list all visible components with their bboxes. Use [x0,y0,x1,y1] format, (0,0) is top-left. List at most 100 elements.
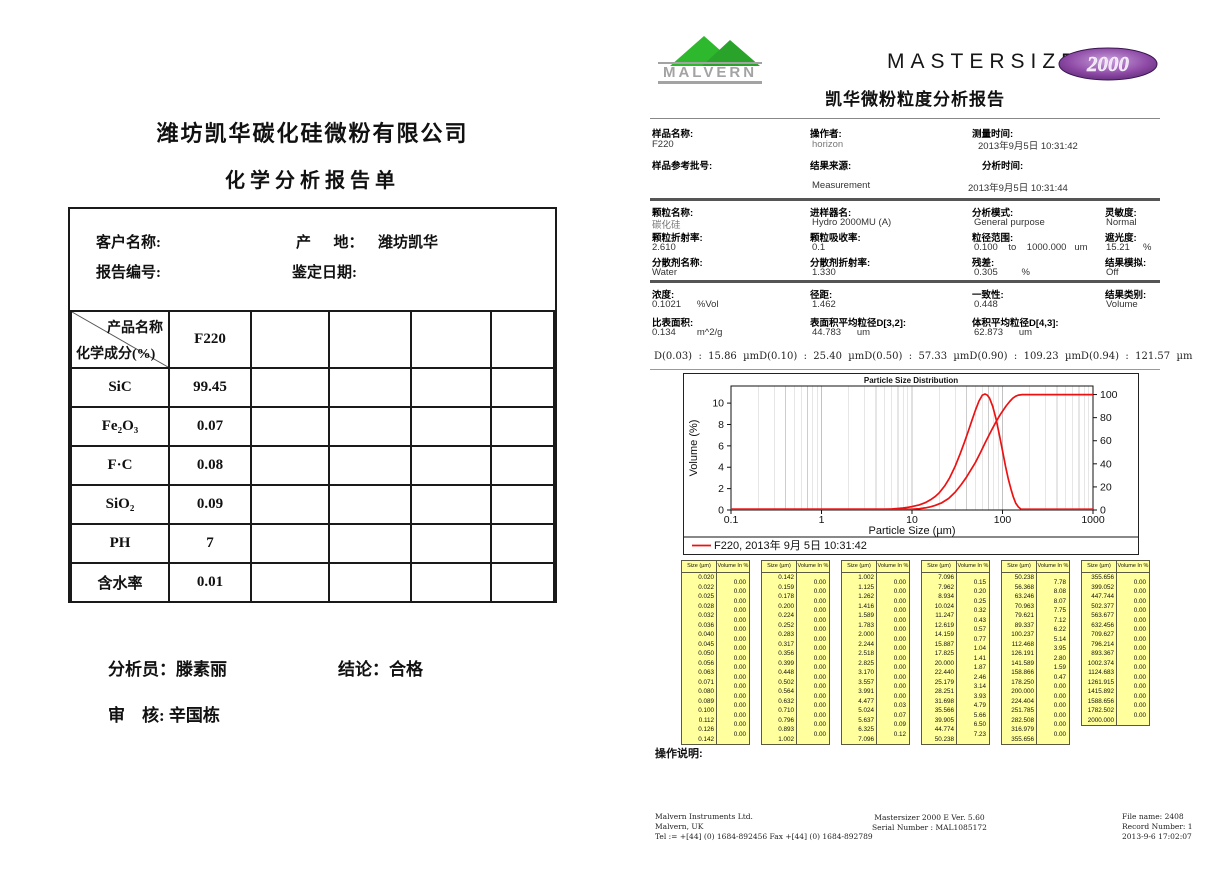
empty-cell [250,484,330,525]
size-cell: 0.252 [778,621,794,629]
footer-instrument: Mastersizer 2000 E Ver. 5.60 Serial Numbe… [872,813,987,833]
svg-text:6: 6 [718,440,724,452]
size-cell: 5.637 [858,716,874,724]
volume-cell: 0.00 [1133,673,1146,681]
absorption-label: 颗粒吸收率: [810,233,861,244]
volume-cell: 0.00 [733,578,746,586]
empty-cell [410,562,492,603]
volume-cell: 0.09 [893,721,906,729]
volume-cell: 0.00 [733,616,746,624]
size-column: 7.096 7.962 8.934 10.024 11.247 12.619 14.159 1… [922,573,957,744]
size-cell: 178.250 [1011,678,1034,686]
size-cell: 5.024 [858,707,874,714]
volume-column: 0.00 0.00 0.00 0.00 0.00 0.00 0.00 0.00 0.00 0.00… [717,573,749,744]
d32-label: 表面积平均粒径D[3,2]: [810,318,907,329]
volume-cell: 0.00 [733,692,746,700]
component-value-cell: 99.45 [168,367,252,408]
size-cell: 1.125 [858,583,874,591]
obscuration-value: 15.21 % [1106,242,1152,253]
volume-cell: 0.00 [813,673,826,681]
size-cell: 4.477 [858,697,874,705]
volume-cell: 3.95 [1053,645,1066,653]
volume-cell: 0.00 [1133,616,1146,624]
component-value-cell: 0.08 [168,445,252,486]
divider [650,280,1160,283]
size-cell: 56.368 [1014,583,1034,591]
size-cell: 0.710 [778,707,794,714]
empty-cell [490,310,555,369]
size-header-cell: Size (µm) [1082,561,1117,572]
origin-value: 潍坊凯华 [378,235,439,251]
empty-cell [328,406,412,447]
size-cell: 447.744 [1091,593,1114,600]
size-cell: 3.557 [858,678,874,686]
chem-table-row: SiC 99.45 [70,367,555,408]
size-cell: 1782.502 [1087,707,1114,714]
size-cell: 0.025 [698,593,714,600]
sample-name-label: 样品名称: [652,129,694,140]
empty-cell [490,562,555,603]
footer-line: Malvern Instruments Ltd. [655,812,753,821]
size-cell: 3.991 [858,688,874,695]
particle-name-label: 颗粒名称: [652,208,694,219]
size-cell: 316.979 [1011,726,1034,733]
operator-value: horizon [812,139,844,150]
empty-cell [328,562,412,603]
empty-cell [410,406,492,447]
volume-cell: 0.03 [893,702,906,710]
component-name-cell: Fe₂O₃ [70,406,170,447]
svg-text:F220, 2013年 9月 5日 10:31:42: F220, 2013年 9月 5日 10:31:42 [714,538,867,552]
reviewer-line: 审 核: 辛国栋 [108,701,220,726]
size-cell: 0.399 [778,659,794,667]
empty-cell [490,523,555,564]
volume-cell: 0.00 [1133,578,1146,586]
volume-header-cell: Volume In % [877,563,909,569]
size-volume-table: Size (µm) Volume In % 7.096 7.962 8.934 10.02… [921,560,990,745]
volume-cell: 0.00 [813,721,826,729]
svg-text:60: 60 [1100,435,1112,447]
size-table-header: Size (µm) Volume In % [1002,561,1069,573]
size-cell: 0.796 [778,716,794,724]
size-cell: 8.934 [938,593,954,600]
size-cell: 2.000 [858,631,874,638]
size-cell: 0.564 [778,688,794,695]
size-cell: 0.071 [698,678,714,686]
size-cell: 0.224 [778,612,794,619]
percentile-row: D(0.03) : 15.86 µm D(0.10) : 25.40 µm D(0.… [654,351,1192,362]
volume-cell: 0.57 [973,626,986,634]
chem-table-row: PH 7 [70,523,555,564]
size-cell: 0.045 [698,640,714,648]
size-cell: 50.238 [1014,574,1034,581]
size-cell: 0.126 [698,726,714,733]
volume-cell: 1.87 [973,664,986,672]
size-cell: 1124.683 [1088,669,1114,676]
volume-cell: 0.15 [973,578,986,586]
size-cell: 1002.374 [1087,659,1114,667]
obscuration-label: 遮光度: [1105,233,1137,244]
size-range-value: 0.100 to 1000.000 um [974,242,1088,253]
component-name-cell: SiO₂ [70,484,170,525]
component-name-cell: F·C [70,445,170,486]
size-cell: 25.179 [934,678,954,686]
volume-cell: 0.00 [1133,626,1146,634]
svg-text:8: 8 [718,419,724,431]
volume-cell: 6.22 [1053,626,1066,634]
empty-cell [490,406,555,447]
volume-cell: 0.00 [813,702,826,710]
percentile-item: D(0.90) : 109.23 µm [969,351,1081,362]
volume-cell: 0.00 [733,683,746,691]
size-cell: 893.367 [1091,650,1114,657]
particle-name-value: 碳化硅 [652,220,681,231]
span-label: 径距: [810,290,833,301]
size-table-header: Size (µm) Volume In % [762,561,829,573]
empty-cell [328,523,412,564]
volume-cell: 0.00 [1133,702,1146,710]
size-cell: 2.244 [858,640,874,648]
volume-cell: 0.00 [733,588,746,596]
empty-cell [328,484,412,525]
chemical-composition-table: 产品名称 化学成分(%) F220 SiC 99.45 Fe₂O₃ 0.07 F·C 0.… [70,310,555,603]
size-cell: 70.963 [1014,602,1034,610]
empty-cell [250,406,330,447]
size-cell: 0.893 [778,726,794,733]
